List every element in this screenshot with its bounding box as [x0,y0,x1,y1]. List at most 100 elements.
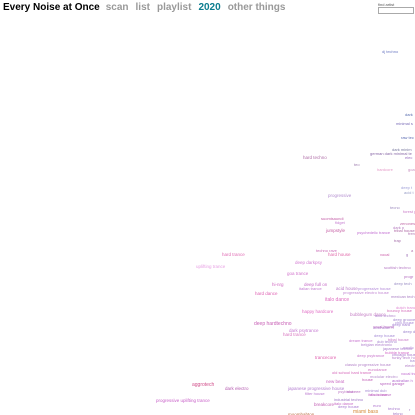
genre-label[interactable]: australian h [373,325,394,330]
genre-label[interactable]: german dark minimal te [370,151,412,156]
genre-label[interactable]: hi-nrg [272,282,284,287]
genre-label[interactable]: progr [404,274,414,279]
genre-label[interactable]: vocal house [373,324,395,329]
genre-label[interactable]: bubble trance [385,350,410,355]
genre-label[interactable]: dutch trance [396,305,415,310]
genre-label[interactable]: hard techno [303,155,327,160]
genre-label[interactable]: hardcore [377,167,393,172]
genre-label[interactable]: hard dance [255,291,278,296]
genre-label[interactable]: deep house [338,404,359,409]
genre-label[interactable]: deep tech [394,281,412,286]
genre-label[interactable]: chicago house [392,352,415,357]
genre-label[interactable]: italo dance [325,297,350,303]
genre-label[interactable]: dark p [393,225,405,230]
genre-label[interactable]: hard trance [222,252,245,257]
genre-label[interactable]: r [409,407,411,412]
genre-label[interactable]: tekno [393,411,403,415]
nav-link-other-things[interactable]: other things [227,2,286,13]
genre-label[interactable]: deep darkpsy [295,260,323,265]
genre-label[interactable]: italo house [368,392,388,397]
genre-label[interactable]: happy hardcore [302,309,334,314]
genre-label[interactable]: dream trance [349,338,373,343]
genre-label[interactable]: mexican tech [391,294,415,299]
genre-label[interactable]: raw tec [401,135,414,140]
genre-label[interactable]: trap [394,238,401,243]
genre-label[interactable]: bubblegum dance [350,312,386,317]
genre-label[interactable]: dark electro [225,386,249,391]
genre-label[interactable]: australian h [392,378,413,383]
genre-label[interactable]: scottish techno [384,265,411,270]
genre-label[interactable]: euro [373,403,382,408]
genre-label[interactable]: zenonesque [400,221,415,226]
genre-label[interactable]: progressive [328,193,352,198]
genre-label[interactable]: acid techno [375,313,396,318]
genre-label[interactable]: frenc [408,231,415,236]
genre-label[interactable]: old school hard trance [332,370,372,375]
genre-label[interactable]: tribal house [388,337,409,342]
genre-label[interactable]: filter house [305,391,325,396]
genre-label[interactable]: dub techno [377,339,397,344]
genre-label[interactable]: forest psy [403,209,415,214]
genre-label[interactable]: vocal [380,252,390,257]
genre-label[interactable]: new beat [326,379,345,384]
genre-label[interactable]: speed garage [380,381,405,386]
genre-label[interactable]: goa trance [287,271,309,276]
genre-label[interactable]: elec [405,155,413,160]
genre-label[interactable]: skweee [347,389,361,394]
genre-label[interactable]: psybient [338,389,353,394]
genre-label[interactable]: techno rave [316,248,337,253]
genre-label[interactable]: italian trance [299,286,322,291]
nav-link-2020[interactable]: 2020 [198,2,221,13]
genre-label[interactable]: italo dance [334,401,354,406]
genre-label[interactable]: deep full on [304,282,328,287]
genre-label[interactable]: chill house [395,320,414,325]
genre-label[interactable]: goa psytrance [408,167,415,172]
genre-label[interactable]: minimal dub [365,388,387,393]
genre-label[interactable]: hard trance [283,332,306,337]
genre-label[interactable]: dj techno [382,49,399,54]
genre-label[interactable]: minimal s [396,121,413,126]
genre-label[interactable]: progressive house [358,286,391,291]
genre-label[interactable]: deep hard [392,322,411,327]
genre-label[interactable]: deep house [374,333,395,338]
genre-label[interactable]: modular electro [370,374,398,379]
genre-label[interactable]: japanese progressive house [288,386,345,391]
artist-search-input[interactable] [378,7,414,14]
genre-label[interactable]: fidget [335,220,345,225]
genre-label[interactable]: bass [410,358,415,363]
genre-label[interactable]: house [362,377,373,382]
genre-label[interactable]: techno [388,406,401,411]
genre-label[interactable]: japanese techno [383,346,413,351]
genre-label[interactable]: aggrotech [192,382,215,388]
genre-label[interactable]: classic progressive house [345,362,391,367]
genre-label[interactable]: hard house [328,252,351,257]
genre-label[interactable]: moombahton [288,412,315,415]
genre-label[interactable]: deep t [401,185,413,190]
genre-label[interactable]: deep psytrance [357,353,385,358]
genre-label[interactable]: jumpstyle [326,228,346,233]
genre-label[interactable]: eurodance [368,367,387,372]
genre-label[interactable]: dark [405,112,413,117]
genre-label[interactable]: progressive electro house [343,290,389,295]
genre-label[interactable]: teo [354,162,360,167]
genre-label[interactable]: acid house [336,286,358,291]
genre-label[interactable]: breakcore [314,402,335,407]
genre-label[interactable]: dark psytrance [289,328,319,333]
genre-label[interactable]: acid t [404,190,414,195]
genre-label[interactable]: a [411,248,414,253]
genre-label[interactable]: belgian electronic [361,342,393,347]
genre-label[interactable]: miami bass [353,409,379,415]
genre-label[interactable]: trancecore [315,355,337,360]
genre-label[interactable]: funky tech house [392,355,415,360]
genre-label[interactable]: nordic house [403,345,415,350]
genre-label[interactable]: progressive uplifting trance [156,398,210,403]
genre-label[interactable]: tribal house [394,228,415,233]
genre-label[interactable]: psychedelic trance [357,230,391,235]
genre-label[interactable]: disco house [370,392,392,397]
genre-label[interactable]: vocal trance [401,371,415,376]
nav-link-scan[interactable]: scan [105,2,129,13]
genre-label[interactable]: uplifting trance [196,264,226,269]
nav-link-playlist[interactable]: playlist [156,2,192,13]
genre-label[interactable]: deep deep [403,329,415,334]
genre-label[interactable]: electropop [405,363,415,368]
